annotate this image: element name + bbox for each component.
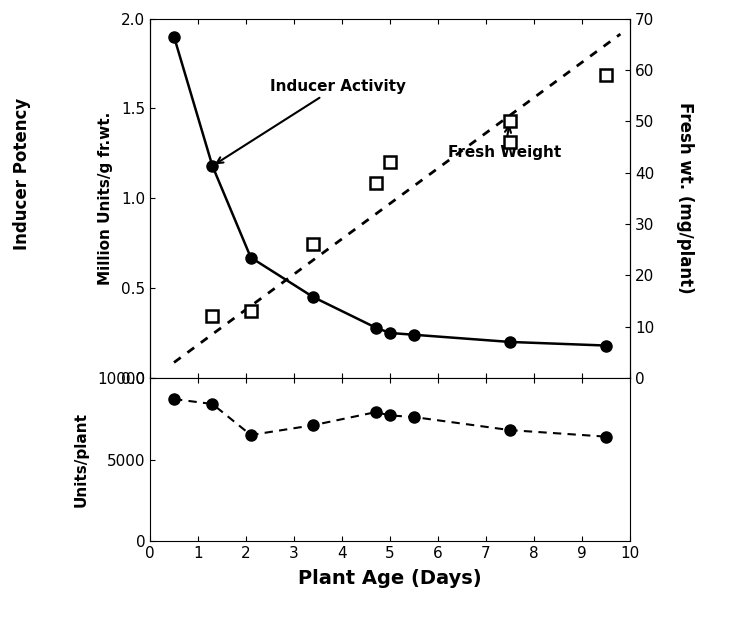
- Text: Inducer Potency: Inducer Potency: [13, 98, 32, 250]
- Text: Fresh Weight: Fresh Weight: [448, 126, 561, 160]
- Y-axis label: Fresh wt. (mg/plant): Fresh wt. (mg/plant): [676, 103, 694, 294]
- Text: Inducer Activity: Inducer Activity: [217, 78, 406, 163]
- X-axis label: Plant Age (Days): Plant Age (Days): [298, 569, 482, 588]
- Y-axis label: Million Units/g fr.wt.: Million Units/g fr.wt.: [98, 111, 112, 285]
- Y-axis label: Units/plant: Units/plant: [74, 412, 88, 507]
